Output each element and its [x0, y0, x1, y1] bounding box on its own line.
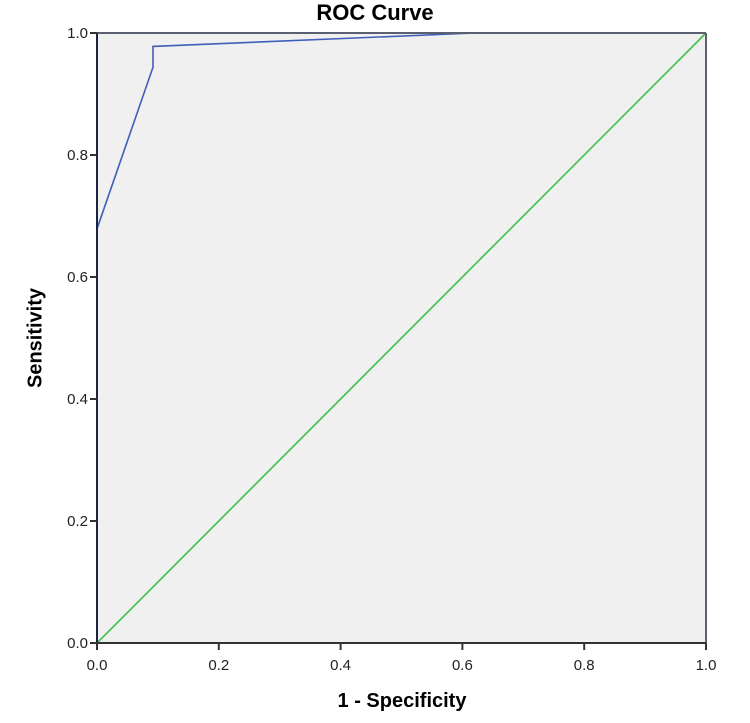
y-tick-label: 0.0 [67, 635, 88, 652]
x-tick-label: 0.0 [87, 657, 108, 674]
y-tick-label: 0.8 [67, 147, 88, 164]
x-tick-label: 0.8 [574, 657, 595, 674]
x-tick-label: 0.4 [330, 657, 351, 674]
x-tick-label: 0.2 [208, 657, 229, 674]
x-tick-label: 1.0 [696, 657, 717, 674]
y-tick-label: 1.0 [67, 25, 88, 42]
y-tick-label: 0.2 [67, 513, 88, 530]
x-tick-label: 0.6 [452, 657, 473, 674]
x-axis-label: 1 - Specificity [337, 690, 467, 712]
y-tick-label: 0.6 [67, 269, 88, 286]
chart-title: ROC Curve [316, 0, 434, 25]
axes: 0.0 0.2 0.4 0.6 0.8 1.0 0.0 0.2 0.4 0.6 0.8 1.0 [67, 25, 716, 674]
y-tick-label: 0.4 [67, 391, 88, 408]
reference-line-line [96, 32, 707, 644]
